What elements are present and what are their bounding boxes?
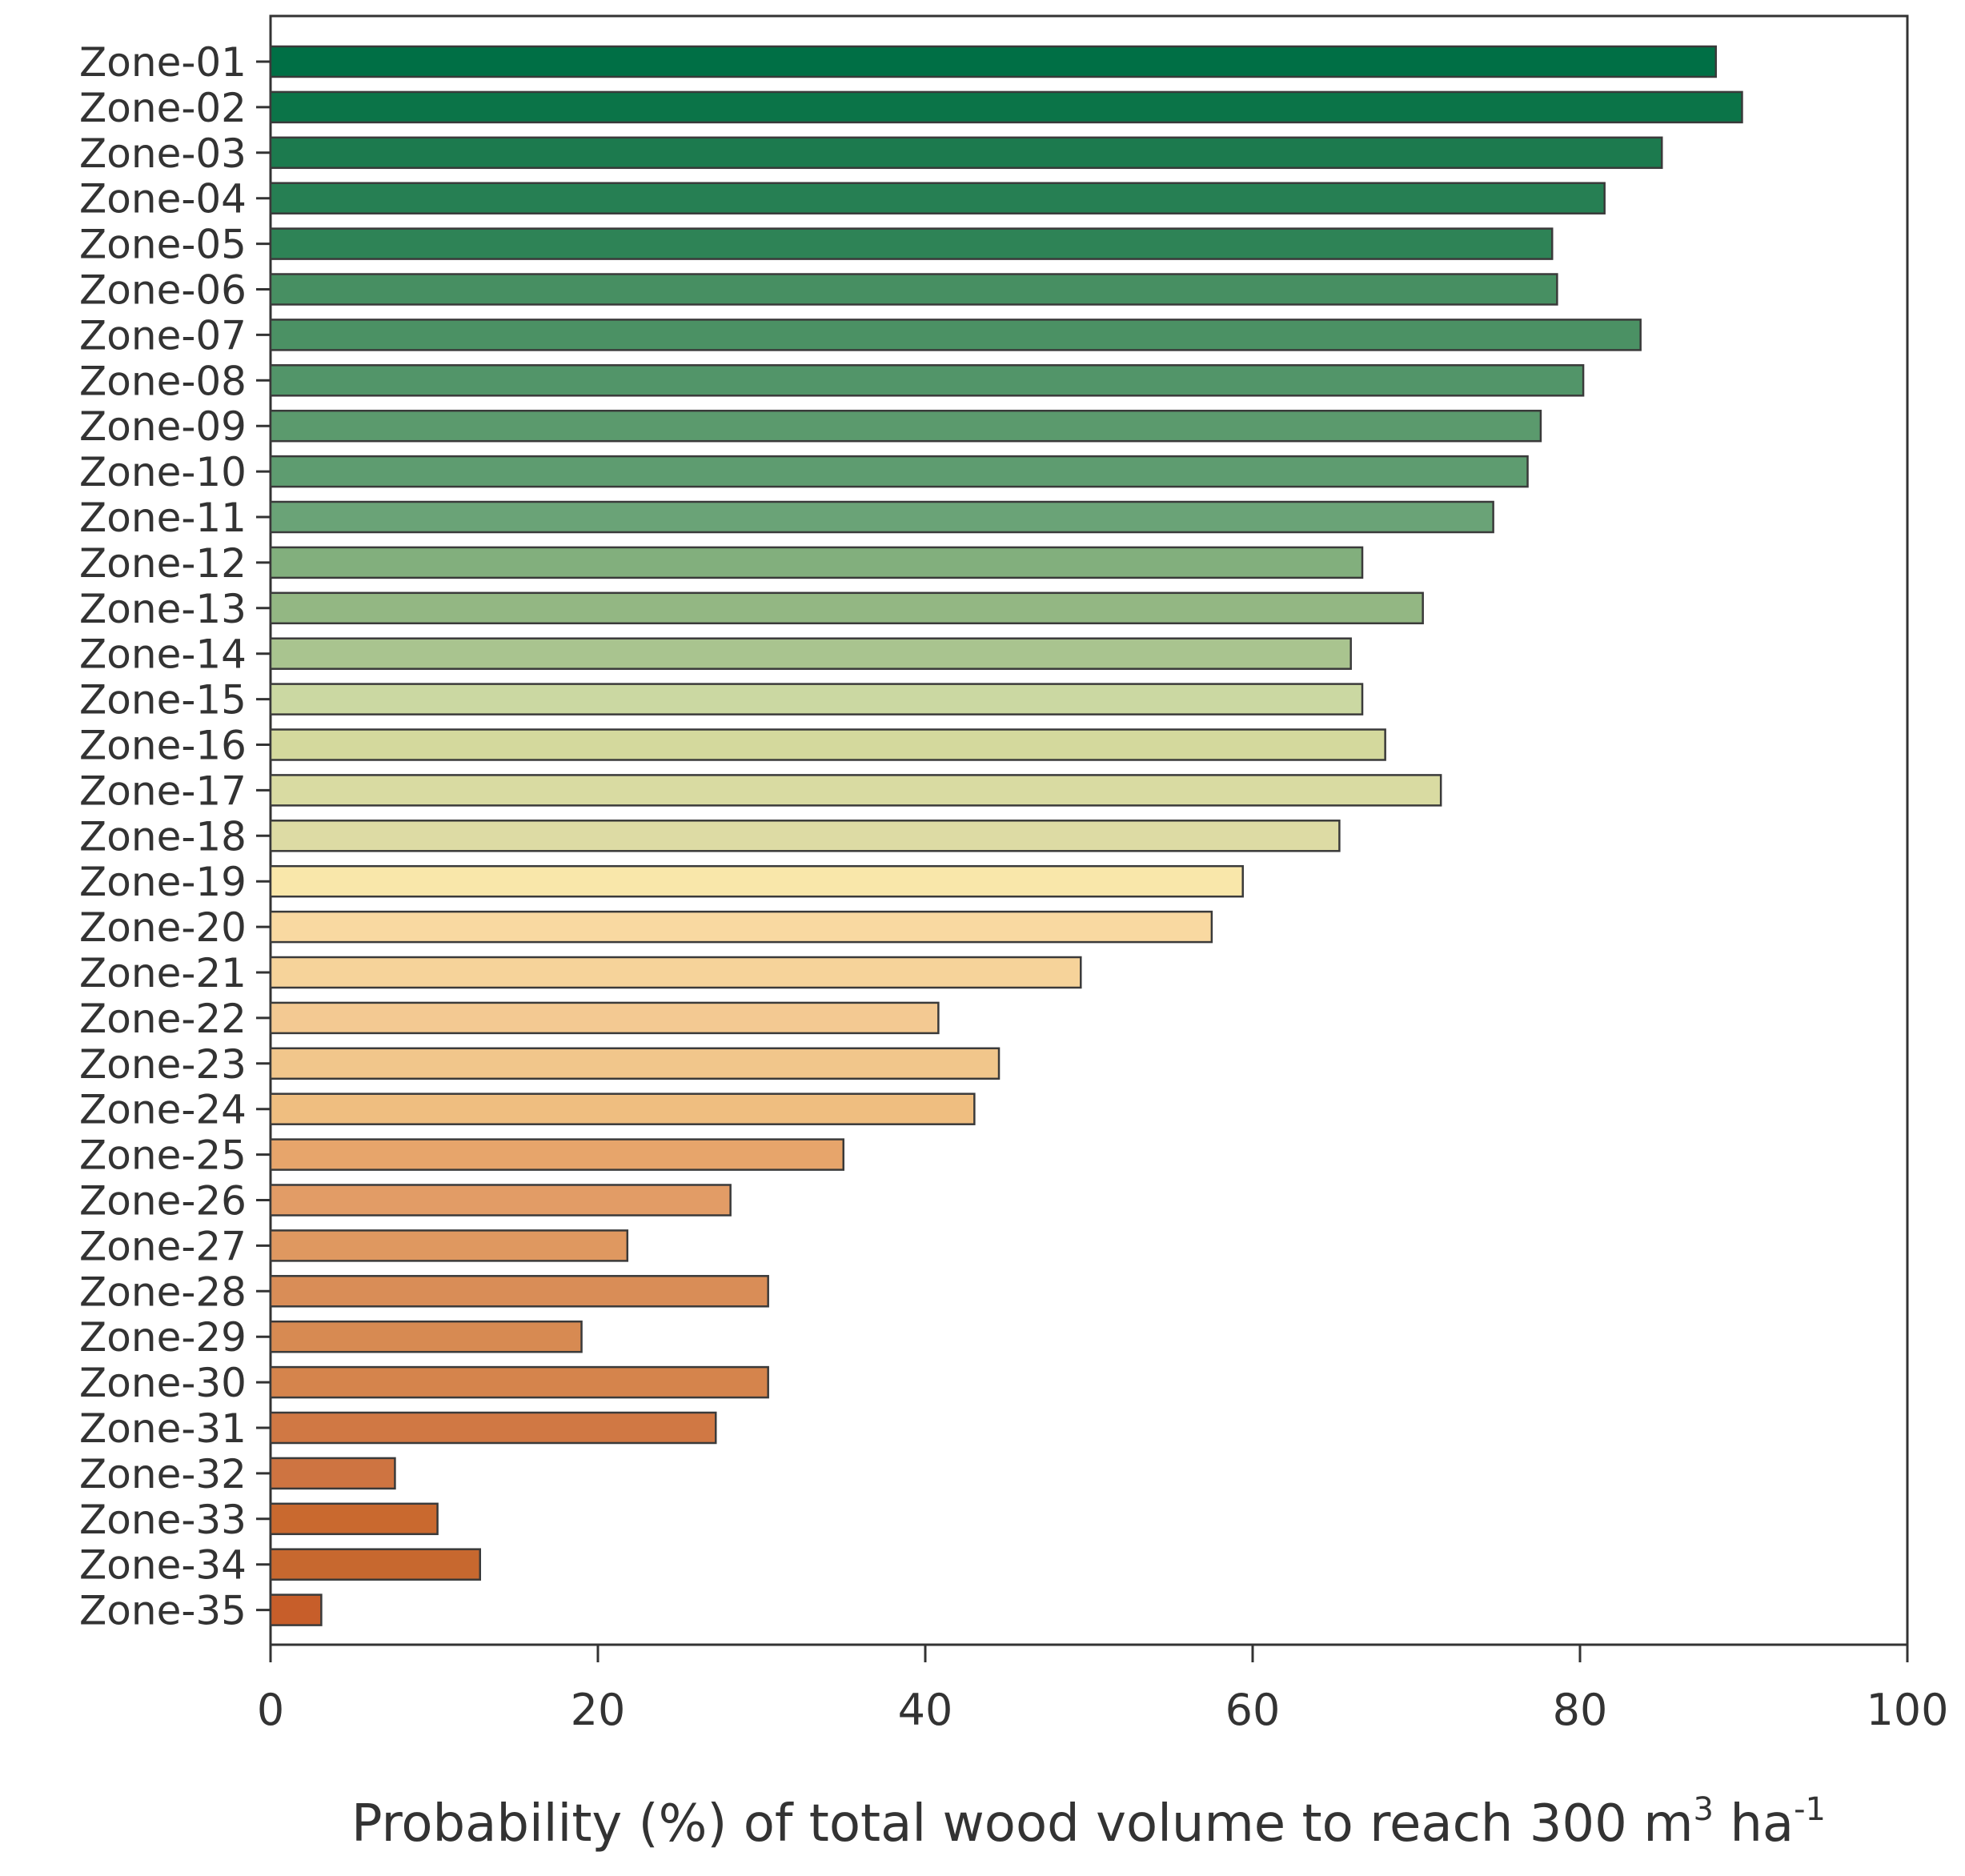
- x-axis-title-superscript-2: -1: [1794, 1791, 1826, 1828]
- bar-zone-15: [269, 683, 1364, 716]
- category-label: Zone-01: [79, 39, 247, 86]
- x-tick-label: 20: [571, 1685, 626, 1735]
- bar-zone-18: [269, 820, 1341, 852]
- category-label: Zone-13: [79, 586, 247, 632]
- category-label: Zone-03: [79, 130, 247, 177]
- category-label: Zone-16: [79, 723, 247, 769]
- category-label: Zone-17: [79, 768, 247, 814]
- bar-zone-02: [269, 90, 1743, 124]
- category-label: Zone-10: [79, 449, 247, 495]
- category-label: Zone-34: [79, 1542, 247, 1589]
- category-label: Zone-05: [79, 222, 247, 268]
- x-axis-title-superscript-1: 3: [1694, 1791, 1714, 1828]
- bar-zone-22: [269, 1001, 940, 1035]
- bar-zone-20: [269, 910, 1213, 944]
- bar-zone-05: [269, 227, 1554, 260]
- bar-zone-25: [269, 1138, 844, 1171]
- bar-zone-28: [269, 1275, 769, 1308]
- category-label: Zone-30: [79, 1360, 247, 1406]
- category-label: Zone-07: [79, 312, 247, 359]
- x-tick-label: 0: [257, 1685, 284, 1735]
- bar-zone-29: [269, 1320, 583, 1353]
- category-label: Zone-09: [79, 403, 247, 450]
- bar-zone-14: [269, 637, 1352, 670]
- bar-zone-04: [269, 182, 1606, 214]
- bar-zone-23: [269, 1047, 1001, 1080]
- x-tick-label: 80: [1553, 1685, 1608, 1735]
- bar-zone-26: [269, 1184, 732, 1217]
- category-label: Zone-14: [79, 631, 247, 678]
- category-label: Zone-21: [79, 950, 247, 996]
- bar-zone-03: [269, 136, 1663, 170]
- category-label: Zone-24: [79, 1087, 247, 1133]
- category-label: Zone-28: [79, 1269, 247, 1315]
- bar-zone-32: [269, 1457, 396, 1490]
- category-label: Zone-19: [79, 859, 247, 905]
- x-tick-label: 40: [898, 1685, 953, 1735]
- x-axis-title-unit: ha: [1714, 1794, 1794, 1854]
- category-label: Zone-18: [79, 813, 247, 860]
- bar-zone-31: [269, 1411, 717, 1445]
- category-label: Zone-26: [79, 1178, 247, 1225]
- bar-zone-27: [269, 1229, 629, 1262]
- category-label: Zone-31: [79, 1405, 247, 1452]
- bar-zone-33: [269, 1502, 439, 1536]
- bar-zone-07: [269, 319, 1642, 351]
- x-tick-label: 60: [1225, 1685, 1281, 1735]
- bar-zone-34: [269, 1548, 482, 1581]
- bar-zone-19: [269, 864, 1244, 898]
- x-tick-label: 100: [1866, 1685, 1948, 1735]
- category-label: Zone-04: [79, 176, 247, 222]
- bar-zone-11: [269, 500, 1494, 534]
- bar-zone-35: [269, 1593, 323, 1626]
- category-label: Zone-35: [79, 1588, 247, 1634]
- category-label: Zone-20: [79, 904, 247, 951]
- category-label: Zone-29: [79, 1314, 247, 1361]
- category-label: Zone-08: [79, 358, 247, 404]
- bars-group: [269, 45, 1743, 1626]
- x-ticks-group: 0 20 40 60 80 100: [257, 1645, 1949, 1735]
- category-label: Zone-23: [79, 1041, 247, 1088]
- bar-zone-01: [269, 45, 1717, 78]
- category-labels-group: Zone-01Zone-02Zone-03Zone-04Zone-05Zone-…: [79, 39, 271, 1634]
- category-label: Zone-33: [79, 1497, 247, 1543]
- bar-zone-30: [269, 1365, 769, 1399]
- category-label: Zone-32: [79, 1451, 247, 1497]
- bar-zone-09: [269, 409, 1542, 443]
- category-label: Zone-27: [79, 1223, 247, 1269]
- bar-zone-10: [269, 455, 1529, 488]
- category-label: Zone-06: [79, 267, 247, 314]
- category-label: Zone-15: [79, 677, 247, 724]
- category-label: Zone-22: [79, 996, 247, 1042]
- bar-zone-06: [269, 273, 1558, 306]
- x-axis-title: Probability (%) of total wood volume to …: [351, 1791, 1826, 1854]
- category-label: Zone-02: [79, 85, 247, 131]
- category-label: Zone-12: [79, 540, 247, 587]
- bar-zone-24: [269, 1092, 976, 1125]
- bar-zone-21: [269, 956, 1082, 989]
- x-axis-title-main: Probability (%) of total wood volume to …: [351, 1794, 1694, 1854]
- category-label: Zone-11: [79, 495, 247, 541]
- bar-zone-13: [269, 591, 1424, 625]
- bar-zone-17: [269, 774, 1442, 807]
- bar-zone-16: [269, 728, 1386, 761]
- bar-zone-08: [269, 364, 1585, 397]
- bar-zone-12: [269, 546, 1364, 579]
- category-label: Zone-25: [79, 1132, 247, 1179]
